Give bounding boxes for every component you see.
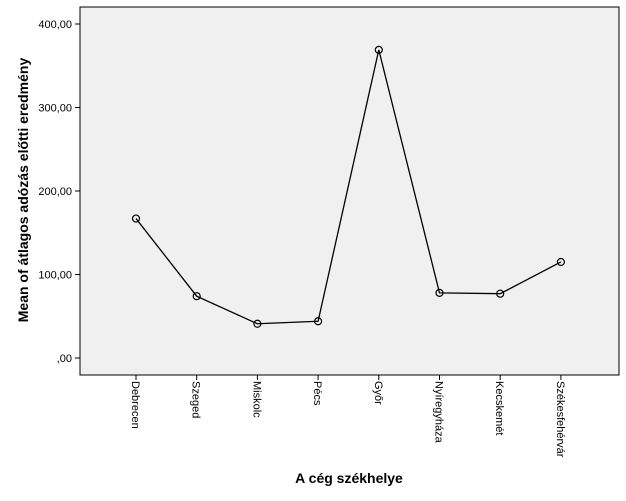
data-point — [253, 319, 262, 328]
data-point — [192, 292, 201, 301]
y-tick-label: 300,00 — [38, 103, 72, 115]
y-tick-label: 400,00 — [38, 19, 72, 31]
x-axis-title: A cég székhelye — [295, 470, 403, 486]
series-layer — [131, 45, 566, 328]
y-tick-label: ,00 — [57, 353, 72, 365]
data-point — [314, 317, 323, 326]
plot-area — [79, 6, 620, 376]
data-point — [374, 45, 383, 54]
data-point — [131, 214, 141, 223]
data-point — [435, 288, 444, 297]
x-tick-label: Debrecen — [129, 381, 141, 429]
x-axis: Debrecen Szeged Miskolc Pécs Győr Nyíregyháza… — [129, 375, 566, 458]
x-tick-label: Győr — [372, 381, 384, 405]
y-axis: ,00 100,00 200,00 300,00 400,00 — [38, 19, 80, 365]
x-tick-label: Pécs — [311, 381, 323, 406]
x-tick-label: Kecskemét — [493, 381, 505, 435]
y-tick-label: 100,00 — [38, 270, 72, 282]
data-point — [556, 257, 566, 267]
y-tick-label: 200,00 — [38, 186, 72, 198]
x-tick-label: Miskolc — [250, 381, 262, 418]
x-tick-label: Székesfehérvár — [554, 381, 566, 458]
y-axis-title: Mean of átlagos adózás előtti eredmény — [15, 58, 31, 323]
series-line — [135, 49, 562, 325]
x-tick-label: Nyíregyháza — [433, 381, 445, 444]
data-point — [496, 289, 505, 298]
x-tick-label: Szeged — [190, 381, 202, 418]
